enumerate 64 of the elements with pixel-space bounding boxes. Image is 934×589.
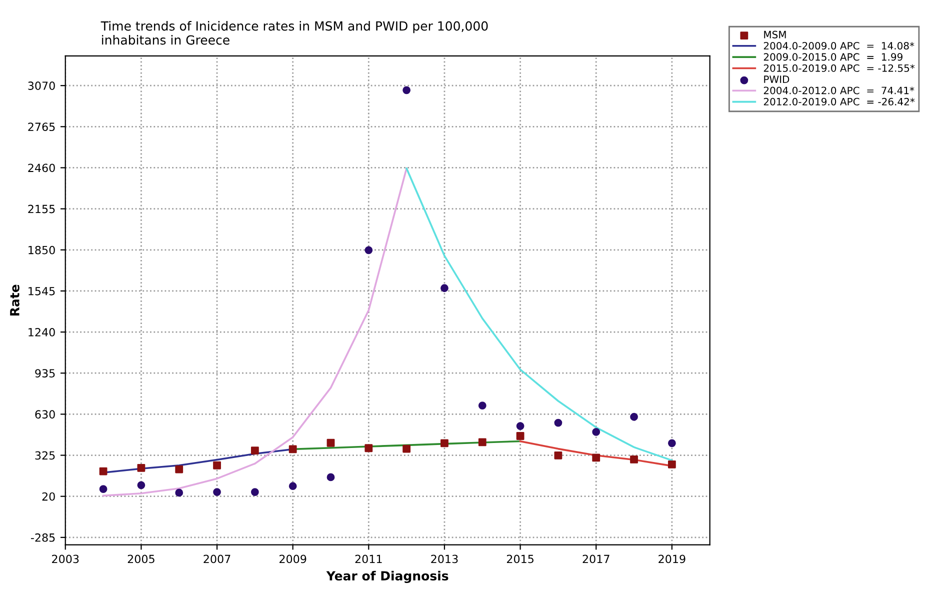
y-tick-label: 630 xyxy=(35,410,55,419)
legend-label: 2004.0-2009.0 APC = 14.08* xyxy=(764,42,914,50)
point xyxy=(250,446,259,455)
point xyxy=(250,488,259,496)
point xyxy=(402,86,411,94)
point xyxy=(668,439,676,448)
point xyxy=(516,422,524,430)
x-tick-label: 2015 xyxy=(506,554,534,564)
legend-label: MSM xyxy=(764,30,786,38)
point xyxy=(592,454,600,462)
y-tick-label: 20 xyxy=(42,492,55,501)
legend-label: 2015.0-2019.0 APC = -12.55* xyxy=(764,64,915,72)
y-tick-label: 2155 xyxy=(28,204,55,214)
point xyxy=(364,246,373,254)
point xyxy=(137,481,146,490)
chart-title: Time trends of Inicidence rates in MSM and PWID per 100,000 inhabitans in Greece xyxy=(100,21,488,45)
point xyxy=(288,482,297,490)
y-tick-label: 1545 xyxy=(28,287,55,296)
x-tick-label: 2019 xyxy=(658,554,686,564)
y-tick-label: 3070 xyxy=(28,82,55,90)
point xyxy=(592,428,600,436)
x-tick-label: 2003 xyxy=(52,554,79,564)
point xyxy=(175,465,184,474)
point xyxy=(630,412,638,421)
x-tick-label: 2013 xyxy=(431,554,458,564)
y-tick-label: 1850 xyxy=(28,246,55,254)
point xyxy=(554,418,562,427)
point xyxy=(99,485,108,494)
y-tick-label: 2460 xyxy=(28,164,55,172)
point xyxy=(288,445,297,454)
x-axis-title: Year of Diagnosis xyxy=(326,570,448,584)
point xyxy=(440,284,448,292)
point xyxy=(630,455,638,464)
y-tick-label: 2765 xyxy=(28,122,55,132)
x-tick-label: 2007 xyxy=(204,554,230,564)
point xyxy=(364,444,373,452)
x-tick-label: 2005 xyxy=(128,554,154,564)
x-tick-label: 2009 xyxy=(280,554,306,564)
point xyxy=(668,460,676,468)
y-tick-label: 1240 xyxy=(28,328,55,336)
y-tick-label: 935 xyxy=(35,369,55,378)
point xyxy=(175,488,184,497)
y-tick-label: -285 xyxy=(30,533,55,542)
point xyxy=(440,439,448,448)
point xyxy=(326,473,335,482)
point xyxy=(554,451,562,460)
x-tick-label: 2011 xyxy=(355,554,382,564)
line-series xyxy=(102,168,408,497)
point xyxy=(516,432,524,440)
point xyxy=(137,464,146,472)
point xyxy=(402,444,411,453)
point xyxy=(478,402,486,410)
y-tick-label: 325 xyxy=(35,451,55,460)
legend-label: 2009.0-2015.0 APC = 1.99 xyxy=(764,53,902,61)
x-tick-label: 2017 xyxy=(582,554,610,564)
point xyxy=(213,461,221,470)
legend-label: 2012.0-2019.0 APC = -26.42* xyxy=(764,98,915,106)
point xyxy=(326,438,335,447)
y-axis-title: Rate xyxy=(10,284,20,316)
legend-label: 2004.0-2012.0 APC = 74.41* xyxy=(764,86,914,94)
point xyxy=(478,438,486,446)
point xyxy=(213,488,221,496)
point xyxy=(99,467,108,476)
legend-label: PWID xyxy=(764,76,790,83)
